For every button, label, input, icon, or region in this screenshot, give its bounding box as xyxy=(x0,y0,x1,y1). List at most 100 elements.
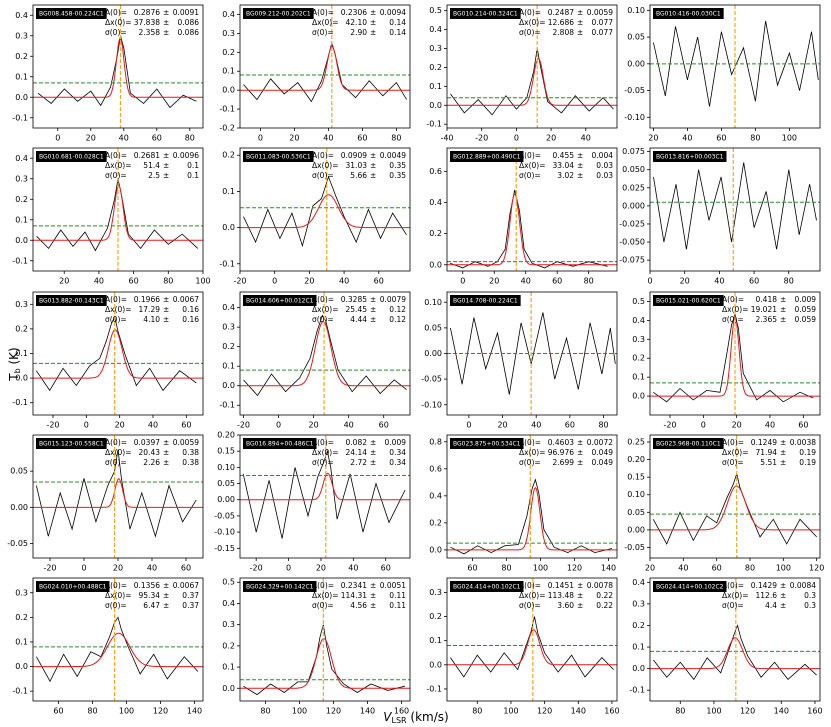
y-tick-label: 0.0 xyxy=(222,381,235,390)
y-tick-label: 0.2 xyxy=(429,518,442,527)
plus-minus: ± xyxy=(163,18,169,27)
axes-frame xyxy=(446,577,618,702)
y-tick-label: 0.2 xyxy=(429,229,442,238)
x-tick-label: 60 xyxy=(379,421,389,430)
panel: -0.1 0.0 0.1 0.2 0.3 0.4 0 20 40 60 80 BG008.458-00… xyxy=(12,4,204,143)
y-tick-label: 0.1 xyxy=(632,643,645,652)
x-tick-label: 100 xyxy=(776,564,791,573)
fit-value: 0.0397 xyxy=(134,438,160,447)
fit-error: 0.009 xyxy=(795,295,817,304)
panel: -0.05 0.00 0.05 0.10 0.15 0.20 0.25 20 40 60 80 100… xyxy=(624,434,824,573)
x-tick-label: 160 xyxy=(807,707,822,716)
fit-value: 42.10 xyxy=(346,18,368,27)
plus-minus: ± xyxy=(577,8,583,17)
panel: -0.1 0.0 0.1 0.2 0.3 80 100 120 140 160 BG024.414+… xyxy=(426,577,620,716)
fit-value: 33.04 xyxy=(553,161,575,170)
x-tick-label: 0 xyxy=(81,564,86,573)
fit-label: A(0)= xyxy=(105,581,127,590)
spectrum xyxy=(243,314,407,397)
y-tick-label: 0.2 xyxy=(222,342,235,351)
x-tick-label: 0 xyxy=(84,421,89,430)
x-tick-label: 60 xyxy=(712,564,722,573)
gaussian-fit xyxy=(240,45,410,91)
fit-label: Δx(0)= xyxy=(722,305,748,314)
y-tick-label: 0.2 xyxy=(15,52,28,61)
y-tick-label: 0.4 xyxy=(632,316,645,325)
y-tick-label: 0.4 xyxy=(15,154,28,163)
x-tick-label: 60 xyxy=(798,421,808,430)
x-tick-label: 0 xyxy=(258,134,263,143)
y-tick-label: 0.2 xyxy=(429,63,442,72)
fit-error: 0.0072 xyxy=(587,438,613,447)
fit-error: 0.12 xyxy=(389,315,406,324)
y-tick-label: 0.05 xyxy=(217,479,235,488)
fit-error: 0.0078 xyxy=(587,581,613,590)
y-tick-label: 0.3 xyxy=(632,599,645,608)
y-tick-label: -0.1 xyxy=(12,256,28,265)
axes-frame xyxy=(239,291,411,416)
panel-title: BG010.416-00.030C1 xyxy=(656,10,721,17)
x-tick-label: 20 xyxy=(86,134,96,143)
y-tick-label: 0.25 xyxy=(627,438,645,447)
fit-value: 2.26 xyxy=(143,458,160,467)
fit-value: 0.2487 xyxy=(548,8,574,17)
title-box xyxy=(653,8,724,19)
gaussian-fit xyxy=(240,194,410,229)
spectrum xyxy=(450,616,614,678)
fit-error: 0.19 xyxy=(799,458,816,467)
x-tick-label: 20 xyxy=(680,277,690,286)
x-tick-label: 20 xyxy=(59,277,69,286)
panel-title: BG024.329+00.142C1 xyxy=(246,583,314,590)
x-tick-label: 60 xyxy=(357,134,367,143)
fit-error: 0.086 xyxy=(178,28,200,37)
title-box xyxy=(450,151,524,162)
plot-area xyxy=(650,5,820,128)
fit-value: 0.455 xyxy=(553,151,575,160)
y-tick-label: 0.3 xyxy=(222,323,235,332)
y-tick-label: 0.1 xyxy=(632,373,645,382)
fit-label: A(0)= xyxy=(722,438,744,447)
plot-area xyxy=(33,292,203,415)
fit-error: 0.3 xyxy=(804,601,816,610)
axes-frame xyxy=(446,291,618,416)
y-tick-label: 0.1 xyxy=(222,67,235,76)
fit-value: 0.082 xyxy=(346,438,368,447)
y-tick-label: 0.1 xyxy=(429,636,442,645)
x-tick-label: -20 xyxy=(250,564,263,573)
y-tick-label: -0.15 xyxy=(214,544,235,553)
y-tick-label: 0.5 xyxy=(429,6,442,15)
fit-label: σ(0)= xyxy=(519,28,541,37)
fit-value: 0.0909 xyxy=(341,151,367,160)
fit-value: 2.365 xyxy=(756,315,778,324)
fit-value: 25.45 xyxy=(346,305,368,314)
y-tick-label: 0.1 xyxy=(15,349,28,358)
spectrum xyxy=(450,478,612,555)
x-tick-label: 20 xyxy=(732,421,742,430)
y-tick-label: 0.1 xyxy=(429,82,442,91)
gaussian-fit xyxy=(447,193,617,266)
fit-label: σ(0)= xyxy=(105,315,127,324)
fit-label: A(0)= xyxy=(105,8,127,17)
x-tick-label: 40 xyxy=(678,564,688,573)
y-tick-label: 0.025 xyxy=(622,183,645,192)
fit-value: 51.4 xyxy=(143,161,160,170)
y-tick-label: -0.2 xyxy=(219,124,235,133)
title-box xyxy=(653,151,727,162)
y-tick-label: 0.2 xyxy=(222,151,235,160)
x-tick-label: 20 xyxy=(648,134,658,143)
fit-label: σ(0)= xyxy=(105,458,127,467)
fit-value: 17.29 xyxy=(139,305,161,314)
fit-value: 113.48 xyxy=(548,591,574,600)
x-tick-label: 120 xyxy=(326,707,341,716)
x-tick-label: 40 xyxy=(94,277,104,286)
axes-frame xyxy=(32,4,204,129)
y-tick-label: 0.2 xyxy=(222,641,235,650)
plus-minus: ± xyxy=(370,438,376,447)
x-tick-label: 80 xyxy=(472,707,482,716)
panel-title: BG024.414+00.102C2 xyxy=(656,583,724,590)
fit-label: Δx(0)= xyxy=(312,18,338,27)
fit-error: 0.38 xyxy=(182,448,199,457)
x-tick-label: 100 xyxy=(782,134,797,143)
fit-value: 112.6 xyxy=(756,591,778,600)
y-tick-label: 0.0 xyxy=(15,662,28,671)
